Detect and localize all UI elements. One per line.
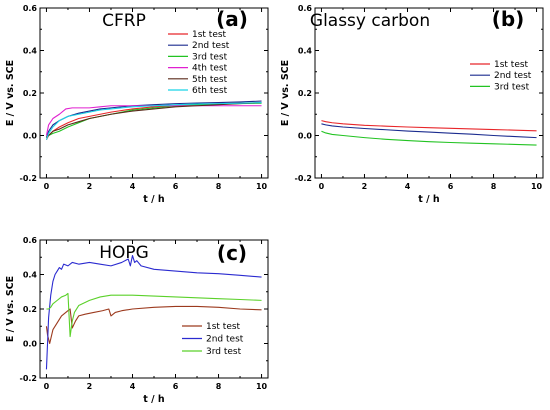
legend-label: 3rd test bbox=[192, 52, 228, 62]
x-tick-label: 4 bbox=[130, 182, 136, 191]
series-line-3 bbox=[46, 292, 262, 338]
x-tick-label: 6 bbox=[173, 182, 179, 191]
panel-letter: (c) bbox=[217, 241, 247, 265]
legend-label: 1st test bbox=[494, 60, 529, 70]
y-tick-label: 0.2 bbox=[298, 89, 312, 98]
panel-letter: (b) bbox=[492, 7, 525, 31]
series-line-2 bbox=[45, 254, 262, 370]
legend-label: 2nd test bbox=[494, 71, 532, 81]
panel-letter: (a) bbox=[216, 7, 248, 31]
x-tick-label: 10 bbox=[256, 382, 268, 391]
series-line-2 bbox=[321, 123, 537, 139]
y-tick-label: 0.6 bbox=[298, 4, 313, 13]
y-tick-label: 0.4 bbox=[298, 47, 313, 56]
x-tick-label: 0 bbox=[44, 182, 50, 191]
series-line-5 bbox=[46, 102, 262, 139]
y-tick-label: -0.2 bbox=[20, 174, 38, 183]
series-line-2 bbox=[45, 100, 262, 138]
legend-label: 3rd test bbox=[206, 347, 242, 357]
y-tick-label: 0.4 bbox=[23, 271, 38, 280]
y-axis-label: E / V vs. SCE bbox=[280, 60, 291, 126]
x-tick-label: 2 bbox=[362, 182, 368, 191]
plot-frame bbox=[314, 7, 544, 179]
y-tick-label: 0.2 bbox=[23, 305, 37, 314]
legend-label: 1st test bbox=[192, 30, 227, 40]
y-tick-label: 0.0 bbox=[23, 340, 38, 349]
legend-label: 4th test bbox=[192, 64, 228, 74]
legend-label: 2nd test bbox=[192, 41, 230, 51]
series-line-6 bbox=[45, 102, 262, 140]
panel-title: Glassy carbon bbox=[310, 11, 430, 31]
x-tick-label: 8 bbox=[216, 382, 222, 391]
legend-label: 2nd test bbox=[206, 335, 244, 345]
series-line-4 bbox=[45, 105, 262, 136]
x-tick-label: 10 bbox=[256, 182, 268, 191]
legend-label: 6th test bbox=[192, 86, 228, 96]
chart-panel-2: 0 2 4 6 8 10 -0.2 0.0 0.2 0.4 0.6 t / h E / V vs. SC… bbox=[280, 4, 544, 205]
chart-panel-1: 0 2 4 6 8 10 -0.2 0.0 0.2 0.4 0.6 t / h E / V vs. SC… bbox=[5, 4, 269, 205]
y-tick-label: 0.0 bbox=[23, 132, 38, 141]
panel-title: CFRP bbox=[102, 11, 146, 31]
y-tick-label: 0.6 bbox=[23, 236, 38, 245]
x-tick-label: 8 bbox=[491, 182, 497, 191]
series-line-1 bbox=[45, 305, 262, 345]
x-tick-label: 8 bbox=[216, 182, 222, 191]
x-tick-label: 0 bbox=[319, 182, 325, 191]
y-tick-label: -0.2 bbox=[295, 174, 313, 183]
legend-label: 1st test bbox=[206, 322, 241, 332]
x-axis-label: t / h bbox=[143, 194, 165, 205]
x-tick-label: 2 bbox=[87, 182, 93, 191]
y-tick-label: 0.4 bbox=[23, 47, 38, 56]
x-tick-label: 4 bbox=[130, 382, 136, 391]
y-tick-label: 0.0 bbox=[298, 132, 313, 141]
series-line-1 bbox=[321, 120, 537, 132]
plot-frame bbox=[39, 7, 269, 179]
x-tick-label: 6 bbox=[448, 182, 454, 191]
y-tick-label: -0.2 bbox=[20, 374, 38, 383]
x-tick-label: 6 bbox=[173, 382, 179, 391]
x-axis-label: t / h bbox=[143, 394, 165, 405]
legend-label: 3rd test bbox=[494, 82, 530, 92]
y-tick-label: 0.6 bbox=[23, 4, 38, 13]
y-tick-label: 0.2 bbox=[23, 89, 37, 98]
chart-panel-3: 0 2 4 6 8 10 -0.2 0.0 0.2 0.4 0.6 t / h E / V vs. SC… bbox=[5, 236, 269, 405]
x-tick-label: 4 bbox=[405, 182, 411, 191]
x-tick-label: 2 bbox=[87, 382, 93, 391]
y-axis-label: E / V vs. SCE bbox=[5, 60, 16, 126]
x-tick-label: 10 bbox=[531, 182, 543, 191]
y-axis-label: E / V vs. SCE bbox=[5, 276, 16, 342]
x-tick-label: 0 bbox=[44, 382, 50, 391]
panel-title: HOPG bbox=[99, 243, 149, 263]
x-axis-label: t / h bbox=[418, 194, 440, 205]
legend-label: 5th test bbox=[192, 75, 228, 85]
series-line-3 bbox=[321, 130, 537, 146]
